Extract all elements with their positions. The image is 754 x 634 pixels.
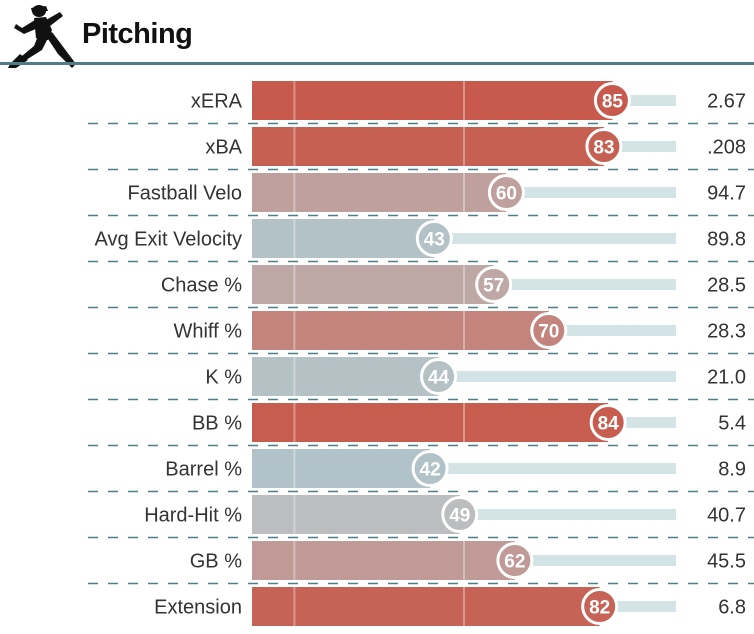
stat-value: 2.67 [707, 91, 746, 113]
metric-label: xERA [191, 91, 243, 113]
percentile-label: 60 [496, 184, 517, 205]
percentile-bar [252, 357, 439, 396]
stat-value: 21.0 [707, 367, 746, 389]
percentile-bar [252, 265, 494, 304]
stat-value: .208 [707, 137, 746, 159]
stat-value: 28.3 [707, 321, 746, 343]
percentile-marker [441, 496, 479, 533]
percentile-label: 57 [483, 276, 504, 297]
percentile-marker [530, 312, 568, 349]
stat-value: 8.9 [718, 459, 746, 481]
percentile-bar [252, 541, 515, 580]
metric-label: xBA [205, 137, 242, 159]
metric-label: Fastball Velo [127, 183, 242, 205]
stat-value: 28.5 [707, 275, 746, 297]
header-divider [0, 62, 754, 65]
stat-value: 94.7 [707, 183, 746, 205]
percentile-marker [593, 82, 631, 119]
percentile-label: 83 [593, 138, 614, 159]
metric-label: GB % [190, 551, 242, 573]
percentile-marker [496, 542, 534, 579]
percentile-label: 70 [538, 322, 559, 343]
stat-value: 6.8 [718, 597, 746, 619]
percentile-marker [411, 450, 449, 487]
percentile-bar [252, 403, 609, 442]
metric-label: K % [205, 367, 242, 389]
metric-label: Chase % [161, 275, 242, 297]
percentile-bar [252, 311, 549, 350]
metric-label: Barrel % [165, 459, 242, 481]
percentile-bar [252, 219, 435, 258]
percentile-label: 62 [504, 552, 525, 573]
percentile-label: 42 [420, 460, 441, 481]
percentile-label: 82 [589, 598, 610, 619]
percentile-bar [252, 449, 431, 488]
bar-track [252, 233, 676, 244]
percentile-label: 49 [449, 506, 470, 527]
metric-label: Whiff % [173, 321, 242, 343]
percentile-bar [252, 495, 460, 534]
percentile-bar [252, 587, 600, 626]
metric-label: Hard-Hit % [144, 505, 242, 527]
metric-label: Avg Exit Velocity [95, 229, 242, 251]
chart-title: Pitching [82, 18, 193, 50]
percentile-marker [589, 404, 627, 441]
percentile-marker [487, 174, 525, 211]
header: Pitching [0, 0, 754, 72]
percentile-bar [252, 81, 613, 120]
stat-value: 89.8 [707, 229, 746, 251]
percentile-bar [252, 173, 507, 212]
bar-track [252, 371, 676, 382]
percentile-label: 85 [602, 92, 624, 113]
percentile-marker [475, 266, 513, 303]
bar-track [252, 463, 676, 474]
stat-value: 40.7 [707, 505, 746, 527]
percentile-marker [415, 220, 453, 257]
percentile-marker [420, 358, 458, 395]
stat-value: 5.4 [718, 413, 746, 435]
metric-label: Extension [154, 597, 242, 619]
percentile-label: 84 [598, 414, 620, 435]
percentile-label: 44 [428, 368, 450, 389]
stat-value: 45.5 [707, 551, 746, 573]
metric-label: BB % [192, 413, 242, 435]
percentile-bar [252, 127, 604, 166]
percentile-label: 43 [424, 230, 445, 251]
percentile-marker [585, 128, 623, 165]
percentile-marker [581, 588, 619, 625]
